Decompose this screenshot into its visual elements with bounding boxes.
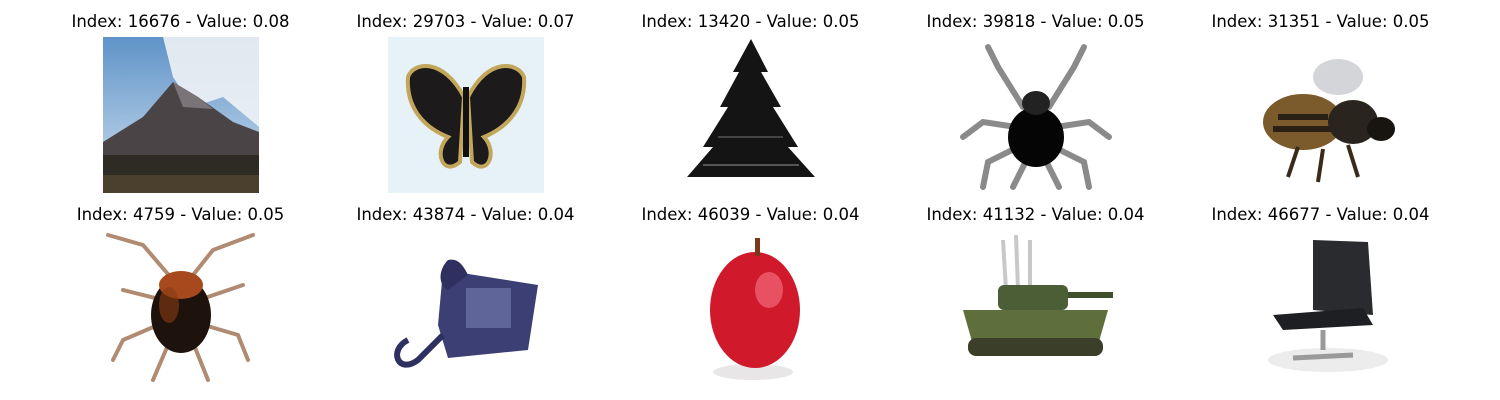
chair-image bbox=[1243, 230, 1399, 386]
telephone-image bbox=[388, 230, 544, 386]
panel-4: Index: 39818 - Value: 0.05 bbox=[893, 0, 1178, 193]
panel-2: Index: 29703 - Value: 0.07 bbox=[323, 0, 608, 193]
panel-title: Index: 43874 - Value: 0.04 bbox=[356, 205, 575, 224]
mountain-image bbox=[103, 37, 259, 193]
panel-title: Index: 16676 - Value: 0.08 bbox=[71, 12, 290, 31]
tank-image bbox=[958, 230, 1114, 386]
apple-image bbox=[673, 230, 829, 386]
panel-1: Index: 16676 - Value: 0.08 bbox=[38, 0, 323, 193]
panel-title: Index: 41132 - Value: 0.04 bbox=[926, 205, 1145, 224]
panel-title: Index: 31351 - Value: 0.05 bbox=[1211, 12, 1430, 31]
panel-5: Index: 31351 - Value: 0.05 bbox=[1178, 0, 1463, 193]
panel-7: Index: 43874 - Value: 0.04 bbox=[323, 193, 608, 386]
pine-tree-image bbox=[673, 37, 829, 193]
panel-title: Index: 29703 - Value: 0.07 bbox=[356, 12, 575, 31]
panel-title: Index: 13420 - Value: 0.05 bbox=[641, 12, 860, 31]
panel-8: Index: 46039 - Value: 0.04 bbox=[608, 193, 893, 386]
panel-title: Index: 46039 - Value: 0.04 bbox=[641, 205, 860, 224]
butterfly-image bbox=[388, 37, 544, 193]
cockroach-image bbox=[103, 230, 259, 386]
panel-9: Index: 41132 - Value: 0.04 bbox=[893, 193, 1178, 386]
panel-6: Index: 4759 - Value: 0.05 bbox=[38, 193, 323, 386]
panel-title: Index: 46677 - Value: 0.04 bbox=[1211, 205, 1430, 224]
panel-10: Index: 46677 - Value: 0.04 bbox=[1178, 193, 1463, 386]
bee-image bbox=[1243, 37, 1399, 193]
panel-3: Index: 13420 - Value: 0.05 bbox=[608, 0, 893, 193]
spider-image bbox=[958, 37, 1114, 193]
panel-title: Index: 39818 - Value: 0.05 bbox=[926, 12, 1145, 31]
panel-title: Index: 4759 - Value: 0.05 bbox=[76, 205, 285, 224]
